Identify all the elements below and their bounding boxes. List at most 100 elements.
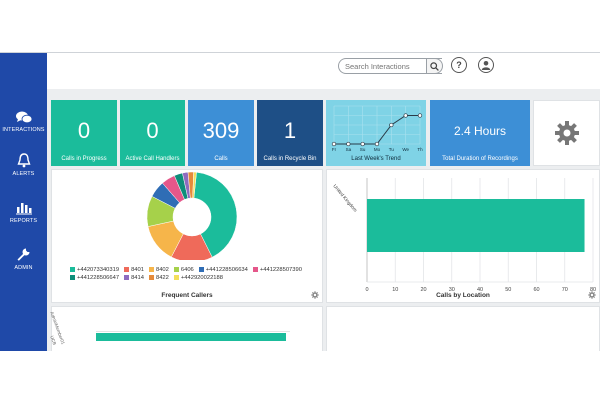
bell-icon	[16, 153, 31, 168]
legend-item[interactable]: +442920022188	[173, 274, 223, 282]
trend-point	[346, 141, 351, 147]
legend-label: +441228507390	[259, 267, 302, 273]
tile-value: 0	[77, 118, 91, 143]
legend-label: 6406	[180, 267, 194, 273]
sidebar-item-label: ADMIN	[14, 265, 33, 271]
trend-tick-label: Fr	[332, 147, 337, 152]
tile-value: 0	[146, 118, 159, 143]
legend-item[interactable]: +442073340319	[70, 266, 119, 274]
tile-label: Calls in Recycle Bin	[263, 156, 317, 162]
trend-point	[374, 141, 380, 147]
gridline	[96, 331, 290, 332]
user-avatar-icon	[481, 61, 491, 70]
legend-label: +441228506647	[77, 275, 120, 281]
tile-label: Total Duration of Recordings	[442, 156, 518, 162]
legend-swatch	[198, 266, 204, 272]
wrench-icon	[17, 248, 30, 261]
x-tick-label: 40	[477, 287, 483, 293]
legend-item[interactable]: 8422	[148, 274, 169, 282]
y-category-label: United Kingdom	[331, 183, 358, 213]
sidebar-item-admin[interactable]: ADMIN	[0, 247, 47, 271]
legend-swatch	[148, 274, 154, 280]
legend-item[interactable]: 8401	[124, 266, 144, 274]
tile-label: Calls in Progress	[61, 156, 107, 162]
calls-by-handler-panel: AdminMember01 UCB	[49, 306, 323, 351]
legend-item[interactable]: +441228506634	[198, 266, 248, 274]
legend-item[interactable]: 8414	[124, 274, 144, 282]
legend-swatch	[173, 266, 179, 272]
x-tick-label: 70	[562, 287, 568, 293]
gear-icon	[555, 121, 579, 145]
legend-label: 8414	[131, 275, 144, 281]
sidebar-item-label: ALERTS	[12, 171, 35, 177]
legend-swatch	[70, 274, 75, 280]
tile-label: Active Call Handlers	[125, 156, 180, 162]
panel-settings-icon[interactable]	[311, 291, 319, 299]
top-bar: ?	[47, 53, 600, 89]
search-input[interactable]	[338, 58, 442, 74]
legend-item[interactable]: 8402	[148, 266, 169, 274]
calls-by-location-bar-chart: 0 10 20 30 40 50 60 70 80 United Kingdom	[331, 178, 596, 293]
help-button[interactable]: ?	[451, 57, 467, 73]
legend-swatch	[148, 266, 154, 272]
panel-title: Calls by Location	[436, 292, 490, 299]
chat-bubbles-icon	[15, 111, 32, 124]
pie-slice[interactable]	[192, 171, 197, 199]
legend-label: 8401	[131, 267, 144, 273]
legend-swatch	[124, 274, 130, 280]
tile-label: Last Week's Trend	[351, 156, 401, 162]
app-frame: INTERACTIONS ALERTS REPORTS A	[0, 52, 600, 351]
trend-tick-label: Mo	[374, 147, 381, 152]
tile-value: 1	[283, 118, 297, 143]
x-tick-label: 0	[365, 287, 368, 293]
legend-swatch	[124, 266, 130, 272]
legend-label: +441228506634	[205, 267, 248, 273]
sidebar-item-label: REPORTS	[9, 218, 38, 224]
legend-label: +442073340319	[77, 267, 120, 273]
trend-tick-label: Th	[417, 147, 423, 152]
legend-label: +442920022188	[180, 275, 223, 281]
legend-label: 8422	[155, 275, 169, 281]
trend-point	[389, 122, 394, 128]
sidebar-item-interactions[interactable]: INTERACTIONS	[0, 111, 47, 133]
tile-calls[interactable]: 309 Calls	[188, 100, 254, 166]
legend-item[interactable]: +441228507390	[252, 266, 302, 274]
trend-tick-label: Sa	[346, 147, 352, 152]
panel-settings-icon[interactable]	[588, 291, 596, 299]
frequent-callers-pie-chart	[146, 171, 238, 260]
axis-label: UCB	[49, 335, 58, 346]
user-profile-button[interactable]	[478, 57, 494, 73]
sidebar-item-reports[interactable]: REPORTS	[0, 201, 47, 224]
location-bar[interactable]	[367, 199, 585, 252]
tile-last-weeks-trend[interactable]: Fr Sa Su Mo Tu We Th Last Week's Trend	[326, 100, 426, 166]
calls-by-location-panel: 0 10 20 30 40 50 60 70 80 United Kingdom Calls by…	[326, 169, 600, 303]
trend-point	[417, 113, 423, 118]
tile-calls-in-recycle-bin[interactable]: 1 Calls in Recycle Bin	[257, 100, 323, 166]
tile-label: Calls	[214, 156, 228, 162]
x-tick-label: 30	[449, 287, 455, 293]
search-icon	[430, 61, 439, 71]
tile-settings[interactable]	[533, 100, 600, 166]
pie-slice[interactable]	[193, 171, 238, 258]
trend-chart: Fr Sa Su Mo Tu We Th	[331, 105, 423, 152]
panel-title: Frequent Callers	[161, 292, 213, 299]
legend-label: 8402	[155, 267, 169, 273]
trend-point	[331, 141, 337, 147]
tile-value: 2.4 Hours	[453, 124, 507, 138]
bottom-right-panel	[326, 306, 600, 351]
tile-active-call-handlers[interactable]: 0 Active Call Handlers	[120, 100, 185, 166]
search-button[interactable]	[426, 58, 443, 74]
legend-item[interactable]: 6406	[173, 266, 194, 274]
sidebar-item-alerts[interactable]: ALERTS	[0, 153, 47, 177]
x-tick-label: 20	[420, 287, 426, 293]
bar-chart-icon	[15, 203, 32, 215]
trend-point	[403, 113, 408, 118]
tile-total-duration[interactable]: 2.4 Hours Total Duration of Recordings	[430, 100, 530, 166]
x-tick-label: 60	[533, 287, 539, 293]
tile-calls-in-progress[interactable]: 0 Calls in Progress	[51, 100, 117, 166]
legend-swatch	[173, 274, 179, 280]
bar	[96, 333, 286, 341]
tile-value: 309	[202, 118, 240, 143]
trend-point	[360, 141, 365, 147]
legend-item[interactable]: +441228506647	[70, 274, 119, 282]
